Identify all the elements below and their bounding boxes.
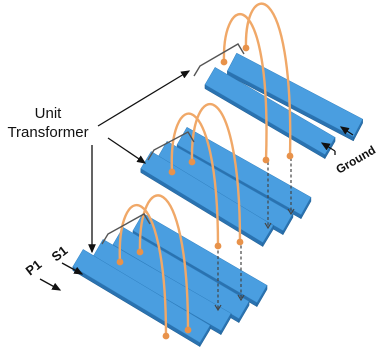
arc-node: [116, 258, 124, 266]
p1-label: P1: [23, 257, 45, 279]
dashed-link-arrowhead: [214, 304, 222, 312]
dashed-connections: [214, 158, 295, 312]
arc-node: [214, 242, 222, 250]
conductor-bar: [132, 213, 268, 303]
arc-node: [136, 248, 144, 256]
arc-node: [286, 152, 294, 160]
coupling-arc: [118, 203, 168, 338]
conductor-bar: [92, 239, 232, 331]
arrow-ground-1: [320, 142, 336, 152]
coupling-arc: [170, 112, 220, 248]
conductor-bar: [112, 227, 250, 319]
arc-node: [262, 156, 270, 164]
dashed-link-arrowhead: [287, 208, 295, 216]
conductor-bar: [227, 52, 363, 138]
transformer-bracket: [147, 131, 195, 161]
arc-node: [236, 238, 244, 246]
transformer-bracket: [101, 213, 151, 245]
transformer-bracket: [193, 43, 245, 77]
arrow-p1: [39, 278, 62, 291]
conductor-bar: [204, 67, 336, 155]
coupling-arc: [244, 2, 292, 158]
dashed-link-arrowhead: [264, 222, 272, 230]
ground-label: Ground: [334, 143, 379, 177]
dashed-link-arrowhead: [237, 294, 245, 302]
transformer-brackets: [101, 43, 245, 245]
arrow-ground-2: [339, 126, 354, 136]
unit-transformer-label-line1: Unit: [35, 105, 63, 122]
coupling-arcs: [116, 2, 294, 340]
arrow-s1: [61, 262, 84, 275]
arc-node: [162, 332, 170, 340]
coupling-arc: [138, 194, 190, 332]
arc-node: [188, 158, 196, 166]
arc-node: [242, 44, 250, 52]
callout-arrows: [39, 70, 354, 291]
arrow-to-top-transformer: [97, 70, 191, 127]
coupling-arc: [190, 102, 242, 244]
coupling-arc: [222, 13, 268, 162]
s1-label: S1: [49, 243, 71, 265]
arc-node: [220, 58, 228, 66]
conductor-bar: [72, 249, 211, 343]
arc-node: [168, 168, 176, 176]
unit-transformer-label-line2: Transformer: [7, 124, 88, 141]
arc-node: [184, 326, 192, 334]
arrow-to-middle-transformer: [107, 137, 147, 164]
